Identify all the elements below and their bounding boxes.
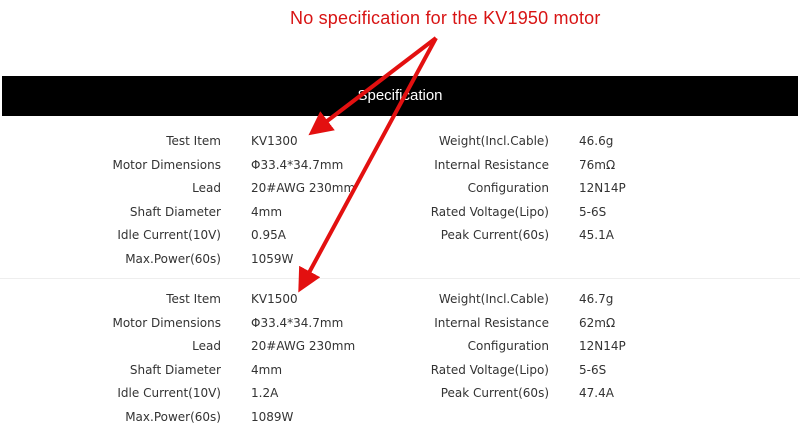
divider	[0, 278, 800, 279]
spec-label: Idle Current(10V)	[117, 386, 221, 401]
spec-row: Lead 20#AWG 230mm Configuration 12N14P	[0, 178, 800, 198]
spec-label: Shaft Diameter	[129, 204, 221, 219]
spec-value: KV1300	[251, 134, 298, 148]
spec-value: 45.1A	[579, 228, 614, 243]
spec-label: Lead	[192, 339, 221, 354]
spec-row: Test Item KV1500 Weight(Incl.Cable) 46.7g	[0, 289, 800, 309]
spec-value: Φ33.4*34.7mm	[251, 157, 344, 172]
spec-value: 5-6S	[579, 362, 607, 377]
spec-value: KV1500	[251, 292, 298, 306]
spec-value: 46.7g	[579, 292, 614, 306]
spec-value: 4mm	[251, 204, 283, 219]
spec-value: 4mm	[251, 362, 283, 377]
spec-label: Peak Current(60s)	[440, 228, 549, 243]
spec-value: 46.6g	[579, 134, 614, 148]
spec-label: Internal Resistance	[434, 157, 549, 172]
spec-value: 20#AWG 230mm	[251, 339, 356, 354]
spec-value: 1.2A	[251, 386, 279, 401]
spec-label: Weight(Incl.Cable)	[438, 134, 549, 148]
spec-label: Configuration	[467, 181, 549, 196]
spec-value: 76mΩ	[579, 157, 616, 172]
arrow-to-kv1500	[298, 37, 438, 293]
spec-label: Idle Current(10V)	[117, 228, 221, 243]
spec-row: Test Item KV1300 Weight(Incl.Cable) 46.6g	[0, 131, 800, 151]
spec-value: 1089W	[251, 410, 294, 424]
spec-label: Rated Voltage(Lipo)	[430, 204, 549, 219]
arrow-to-kv1300	[308, 36, 438, 136]
spec-label: Weight(Incl.Cable)	[438, 292, 549, 306]
spec-label: Lead	[192, 181, 221, 196]
spec-row: Idle Current(10V) 0.95A Peak Current(60s) 4…	[0, 225, 800, 245]
spec-value: 0.95A	[251, 228, 286, 243]
spec-value: Φ33.4*34.7mm	[251, 315, 344, 330]
spec-row: Shaft Diameter 4mm Rated Voltage(Lipo) 5-6S	[0, 202, 800, 222]
spec-label: Internal Resistance	[434, 315, 549, 330]
spec-header: Specification	[2, 76, 798, 116]
spec-row: Shaft Diameter 4mm Rated Voltage(Lipo) 5-6S	[0, 360, 800, 380]
spec-row: Max.Power(60s) 1089W	[0, 407, 800, 427]
spec-value: 62mΩ	[579, 315, 616, 330]
spec-label: Max.Power(60s)	[125, 252, 221, 266]
spec-label: Max.Power(60s)	[125, 410, 221, 424]
spec-label: Test Item	[166, 292, 221, 306]
spec-value: 12N14P	[579, 339, 626, 354]
spec-label: Rated Voltage(Lipo)	[430, 362, 549, 377]
spec-label: Shaft Diameter	[129, 362, 221, 377]
spec-value: 20#AWG 230mm	[251, 181, 356, 196]
spec-row: Max.Power(60s) 1059W	[0, 249, 800, 269]
spec-row: Motor Dimensions Φ33.4*34.7mm Internal Res…	[0, 155, 800, 175]
spec-row: Motor Dimensions Φ33.4*34.7mm Internal Res…	[0, 313, 800, 333]
spec-label: Configuration	[467, 339, 549, 354]
annotation-text: No specification for the KV1950 motor	[290, 8, 601, 28]
spec-row: Idle Current(10V) 1.2A Peak Current(60s) 47…	[0, 383, 800, 403]
spec-label: Motor Dimensions	[112, 315, 221, 330]
spec-label: Peak Current(60s)	[440, 386, 549, 401]
spec-value: 12N14P	[579, 181, 626, 196]
spec-label: Test Item	[166, 134, 221, 148]
spec-value: 5-6S	[579, 204, 607, 219]
spec-row: Lead 20#AWG 230mm Configuration 12N14P	[0, 336, 800, 356]
spec-label: Motor Dimensions	[112, 157, 221, 172]
spec-value: 1059W	[251, 252, 294, 266]
spec-value: 47.4A	[579, 386, 614, 401]
